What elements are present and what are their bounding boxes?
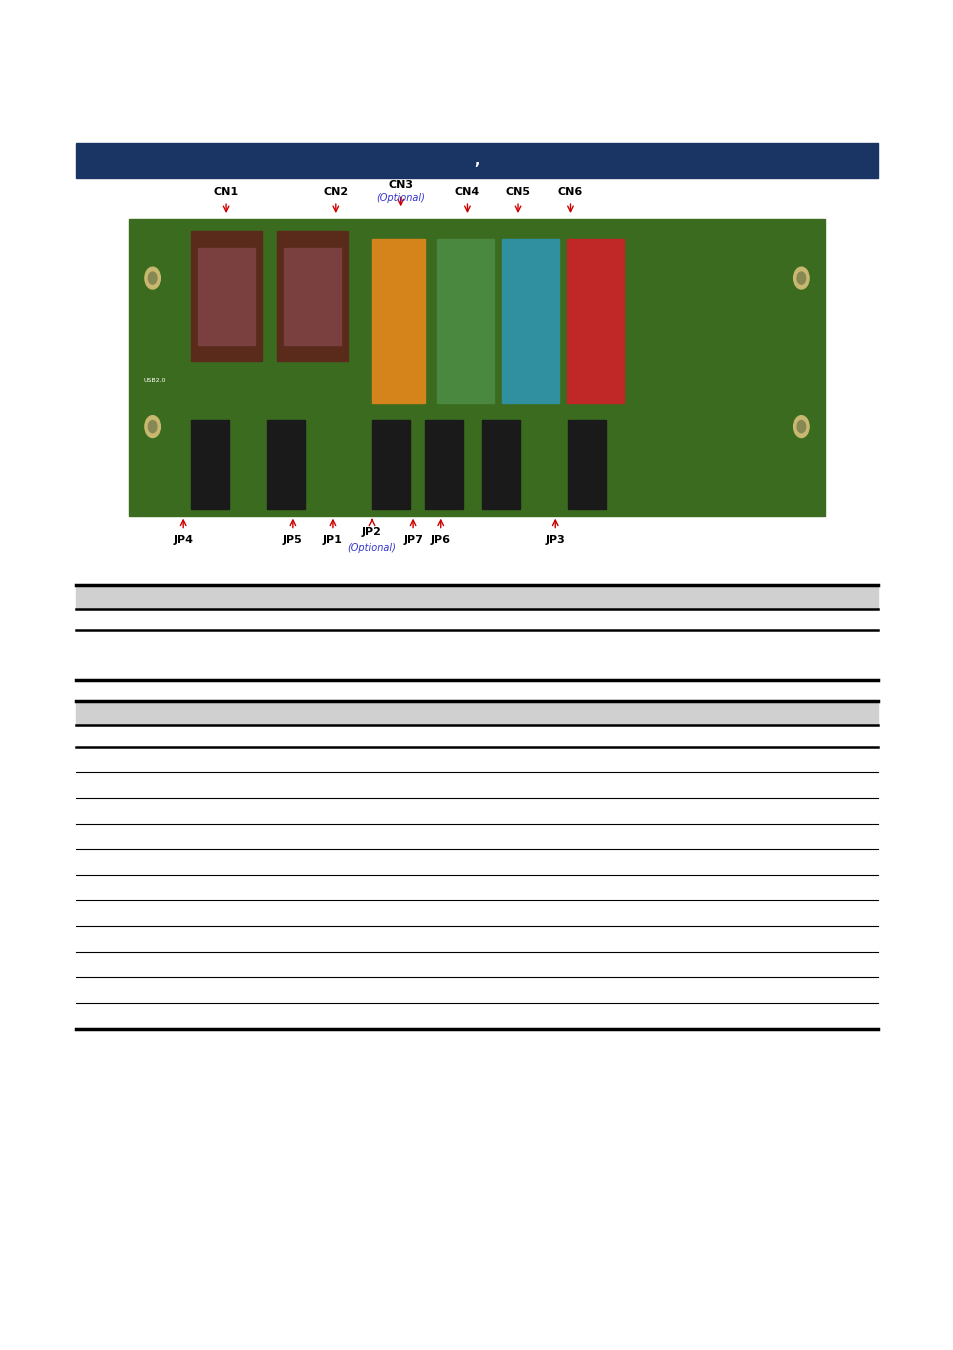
Text: CN2: CN2 — [323, 186, 348, 197]
Text: (Optional): (Optional) — [375, 193, 425, 204]
Bar — [436, 239, 494, 402]
Text: CN4: CN4 — [455, 186, 479, 197]
Bar — [276, 231, 348, 362]
Bar — [567, 420, 605, 509]
Bar — [284, 248, 340, 346]
Bar — [129, 219, 824, 516]
Bar — [76, 143, 877, 178]
Text: JP5: JP5 — [283, 535, 302, 545]
Text: CN5: CN5 — [505, 186, 530, 197]
Circle shape — [149, 421, 156, 433]
Bar — [424, 420, 462, 509]
Circle shape — [145, 267, 160, 289]
Circle shape — [145, 416, 160, 437]
Bar — [191, 420, 229, 509]
Bar — [501, 239, 558, 402]
Text: JP7: JP7 — [403, 535, 422, 545]
Text: CN1: CN1 — [213, 186, 238, 197]
Bar — [76, 703, 877, 725]
Circle shape — [793, 267, 808, 289]
Bar — [198, 248, 254, 346]
Circle shape — [149, 271, 156, 285]
Bar — [372, 420, 410, 509]
Bar — [191, 231, 262, 362]
Text: CN3: CN3 — [388, 180, 413, 190]
Circle shape — [796, 421, 804, 433]
Text: CN6: CN6 — [558, 186, 582, 197]
Text: JP3: JP3 — [545, 535, 564, 545]
Circle shape — [793, 416, 808, 437]
Bar — [372, 239, 424, 402]
Text: ,: , — [474, 154, 479, 167]
Text: JP6: JP6 — [431, 535, 450, 545]
Bar — [566, 239, 623, 402]
Text: JP4: JP4 — [173, 535, 193, 545]
Text: (Optional): (Optional) — [347, 543, 396, 554]
Text: JP1: JP1 — [323, 535, 342, 545]
Bar — [267, 420, 305, 509]
Text: USB2.0: USB2.0 — [143, 378, 166, 383]
Bar — [76, 587, 877, 609]
Text: JP2: JP2 — [362, 526, 381, 537]
Circle shape — [796, 271, 804, 285]
Bar — [481, 420, 519, 509]
